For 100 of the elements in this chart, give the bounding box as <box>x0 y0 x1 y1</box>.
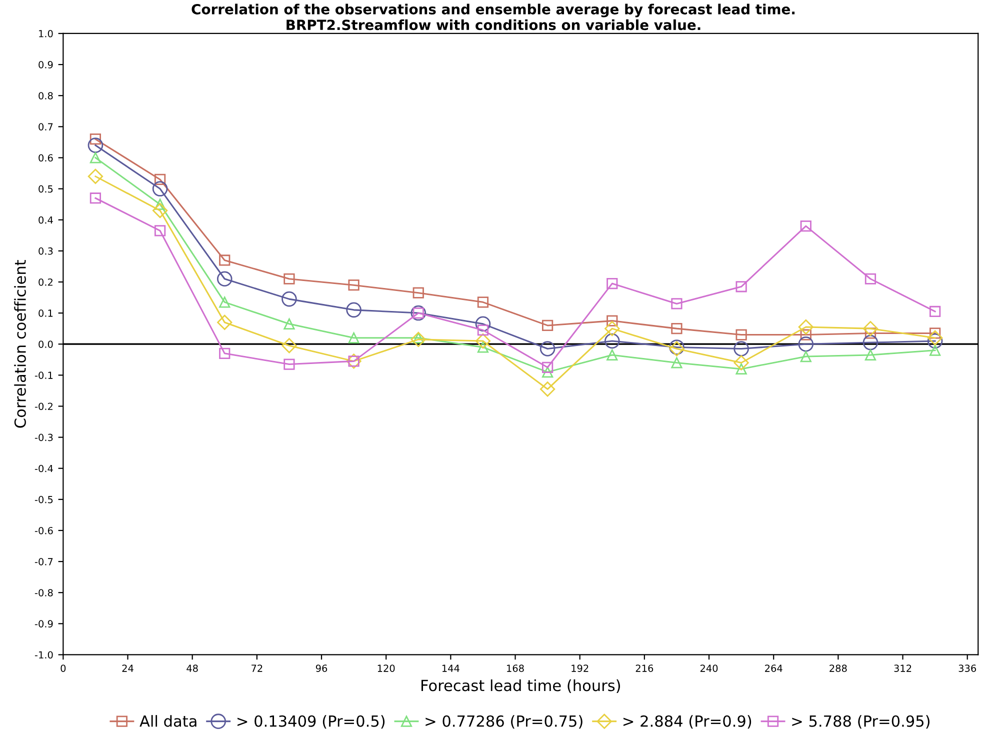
y-tick-label: 0.6 <box>38 154 53 162</box>
point <box>154 174 166 186</box>
y-tick-label: -0.1 <box>34 372 53 379</box>
y-tick-label: -1.0 <box>34 651 53 659</box>
x-tick-label: 96 <box>316 664 328 672</box>
point <box>798 336 814 352</box>
point <box>800 329 812 340</box>
y-tick-label: 0.8 <box>38 92 53 100</box>
point <box>90 152 102 164</box>
point <box>410 332 426 348</box>
legend-label: > 2.884 (Pr=0.9) <box>624 715 752 729</box>
point <box>671 357 682 368</box>
point <box>671 323 682 334</box>
point <box>927 333 943 349</box>
point <box>734 355 749 370</box>
point <box>282 291 297 307</box>
x-tick-label: 48 <box>186 664 198 672</box>
point <box>154 198 166 210</box>
point <box>734 341 749 356</box>
x-tick-label: 24 <box>122 664 134 672</box>
point <box>604 333 620 349</box>
x-tick-label: 264 <box>765 664 782 672</box>
point <box>284 358 295 370</box>
point <box>88 168 104 184</box>
x-tick-label: 216 <box>636 664 654 672</box>
point <box>284 273 295 284</box>
point <box>475 333 491 349</box>
point <box>736 363 747 375</box>
y-tick-label: 0.1 <box>38 310 53 317</box>
point <box>216 271 232 287</box>
y-tick-label: -0.5 <box>34 496 53 504</box>
point <box>88 138 104 153</box>
point <box>219 348 230 359</box>
y-tick-label: 0.3 <box>38 247 53 255</box>
legend-label: All data <box>140 715 196 727</box>
y-tick-label: 0.7 <box>38 123 53 130</box>
legend-label: > 5.788 (Pr=0.95) <box>792 715 930 729</box>
point <box>475 316 491 332</box>
y-tick-label: -0.8 <box>34 589 53 596</box>
point <box>800 350 812 362</box>
x-tick-label: 312 <box>894 664 912 672</box>
y-tick-label: 0.4 <box>38 216 53 224</box>
point <box>798 319 814 335</box>
x-tick-label: 192 <box>572 664 588 672</box>
point <box>927 330 943 346</box>
point <box>736 281 747 292</box>
y-tick-label: -0.6 <box>34 526 53 534</box>
y-tick-label: -0.4 <box>34 464 53 472</box>
point <box>604 321 620 336</box>
point <box>152 202 168 218</box>
point <box>606 278 618 290</box>
point <box>477 324 489 336</box>
point <box>282 338 297 354</box>
y-tick-label: 0.5 <box>38 185 53 193</box>
point <box>864 273 876 284</box>
y-tick-label: -0.3 <box>34 434 53 442</box>
legend-label: > 0.77286 (Pr=0.75) <box>426 715 582 729</box>
x-tick-label: 168 <box>507 664 524 672</box>
x-axis-title: Forecast lead time (hours) <box>421 679 620 694</box>
point <box>284 318 295 330</box>
y-tick-label: -0.7 <box>34 558 53 566</box>
x-tick-label: 240 <box>700 664 718 672</box>
point <box>542 320 554 332</box>
point <box>346 302 362 318</box>
point <box>477 342 489 353</box>
point <box>864 349 876 361</box>
point <box>862 334 878 350</box>
x-tick-label: 144 <box>442 664 460 672</box>
point <box>862 321 878 336</box>
point <box>90 192 102 204</box>
point <box>736 329 747 340</box>
point <box>800 220 812 232</box>
point <box>540 341 556 356</box>
point <box>606 315 618 326</box>
point <box>412 287 424 298</box>
point <box>606 349 618 361</box>
x-tick-label: 72 <box>252 664 262 672</box>
y-tick-label: 1.0 <box>39 30 53 38</box>
point <box>477 296 489 308</box>
point <box>930 306 941 318</box>
x-tick-label: 336 <box>958 664 976 672</box>
x-tick-label: 0 <box>60 664 66 672</box>
point <box>152 181 168 196</box>
x-tick-label: 120 <box>378 664 395 672</box>
point <box>219 254 230 266</box>
point <box>542 362 554 373</box>
point <box>217 314 232 330</box>
y-tick-label: 0.2 <box>38 278 52 286</box>
y-tick-label: -0.9 <box>34 620 53 628</box>
y-tick-label: 0.9 <box>38 61 53 68</box>
point <box>542 366 554 378</box>
point <box>154 225 166 236</box>
point <box>219 296 230 308</box>
point <box>930 344 941 356</box>
chart-title: Correlation of the observations and ensemble average by forecast lead time. BRPT2.Streamflow with conditions on variable value. <box>192 4 795 30</box>
y-axis-title: Correlation coefficient <box>14 260 26 428</box>
point <box>540 382 556 397</box>
point <box>671 298 682 310</box>
x-tick-label: 288 <box>830 664 847 672</box>
point <box>348 332 360 344</box>
